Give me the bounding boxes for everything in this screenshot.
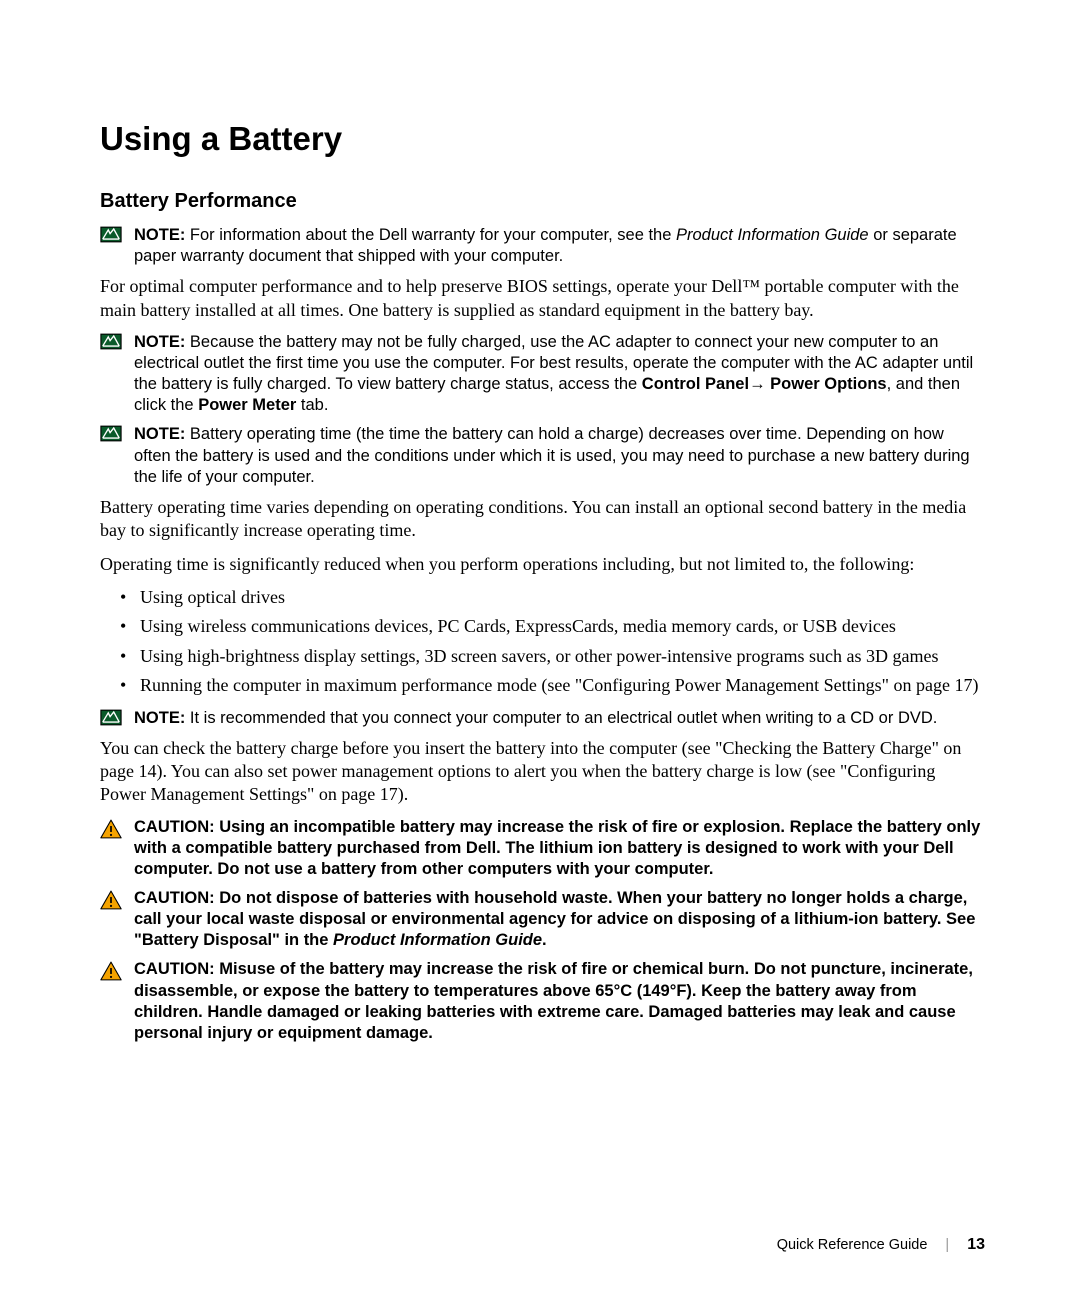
footer-divider: | <box>945 1237 949 1253</box>
note-text: For information about the Dell warranty … <box>185 226 676 244</box>
caution-text: Do not dispose of batteries with househo… <box>134 889 975 949</box>
caution-label: CAUTION: <box>134 818 215 836</box>
caution-label: CAUTION: <box>134 889 215 907</box>
note-italic: Product Information Guide <box>676 226 869 244</box>
note-bold-1: Control Panel <box>642 375 749 393</box>
note-2: NOTE: Because the battery may not be ful… <box>100 332 985 416</box>
caution-text: Misuse of the battery may increase the r… <box>134 960 973 1041</box>
caution-icon <box>100 817 122 840</box>
paragraph-3: Operating time is significantly reduced … <box>100 553 985 576</box>
page-footer: Quick Reference Guide | 13 <box>777 1236 985 1254</box>
note-icon <box>100 332 122 350</box>
page-title: Using a Battery <box>100 120 985 158</box>
list-item: Using optical drives <box>100 586 985 609</box>
caution-icon <box>100 959 122 982</box>
note-3: NOTE: Battery operating time (the time t… <box>100 424 985 487</box>
note-icon <box>100 708 122 726</box>
note-label: NOTE: <box>134 425 185 443</box>
list-item: Using high-brightness display settings, … <box>100 645 985 668</box>
paragraph-4: You can check the battery charge before … <box>100 737 985 807</box>
caution-icon <box>100 888 122 911</box>
bullet-list: Using optical drives Using wireless comm… <box>100 586 985 698</box>
note-4: NOTE: It is recommended that you connect… <box>100 708 985 729</box>
note-label: NOTE: <box>134 709 185 727</box>
page-number: 13 <box>967 1236 985 1254</box>
arrow: → <box>749 375 770 393</box>
caution-post: . <box>542 931 547 949</box>
note-post: tab. <box>296 396 328 414</box>
note-bold-3: Power Meter <box>198 396 296 414</box>
caution-3: CAUTION: Misuse of the battery may incre… <box>100 959 985 1043</box>
note-text: It is recommended that you connect your … <box>185 709 937 727</box>
list-item: Using wireless communications devices, P… <box>100 615 985 638</box>
caution-label: CAUTION: <box>134 960 215 978</box>
note-1: NOTE: For information about the Dell war… <box>100 225 985 267</box>
note-label: NOTE: <box>134 333 185 351</box>
paragraph-2: Battery operating time varies depending … <box>100 496 985 543</box>
note-bold-2: Power Options <box>770 375 886 393</box>
section-heading: Battery Performance <box>100 190 985 213</box>
caution-italic: Product Information Guide <box>333 931 542 949</box>
caution-1: CAUTION: Using an incompatible battery m… <box>100 817 985 880</box>
caution-2: CAUTION: Do not dispose of batteries wit… <box>100 888 985 951</box>
caution-text: Using an incompatible battery may increa… <box>134 818 980 878</box>
note-text: Battery operating time (the time the bat… <box>134 425 970 485</box>
paragraph-1: For optimal computer performance and to … <box>100 275 985 322</box>
footer-title: Quick Reference Guide <box>777 1237 928 1253</box>
note-label: NOTE: <box>134 226 185 244</box>
note-icon <box>100 225 122 243</box>
note-icon <box>100 424 122 442</box>
list-item: Running the computer in maximum performa… <box>100 674 985 697</box>
